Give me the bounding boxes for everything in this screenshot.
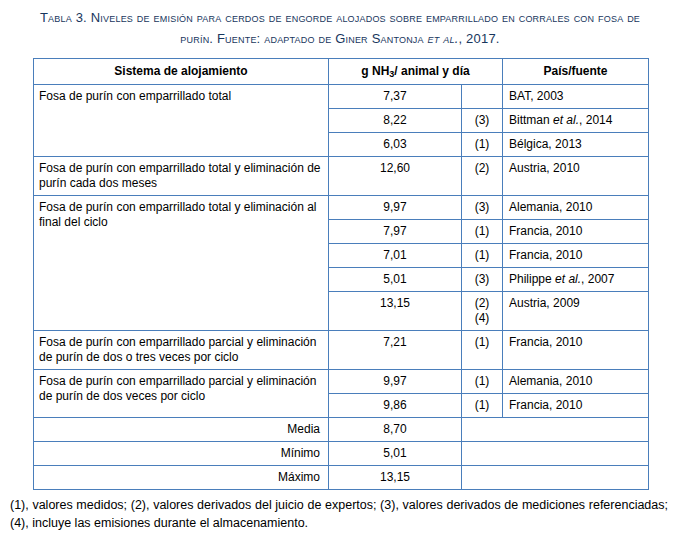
emission-value-cell: 7,21 [329, 331, 462, 370]
emission-value-cell: 9,97 [329, 196, 462, 220]
country-source-cell: Bélgica, 2013 [503, 133, 649, 157]
country-source-cell: BAT, 2003 [503, 85, 649, 109]
emission-value-cell: 7,97 [329, 220, 462, 244]
footnote: (1), valores medidos; (2), valores deriv… [10, 497, 668, 532]
summary-blank-cell [462, 442, 649, 466]
table-row: Fosa de purín con emparrillado total y e… [34, 157, 649, 196]
note-code-cell: (1) [462, 370, 503, 394]
summary-blank-cell [462, 418, 649, 442]
summary-row: Media8,70 [34, 418, 649, 442]
emission-value-cell: 7,37 [329, 85, 462, 109]
emission-value-cell: 6,03 [329, 133, 462, 157]
emission-value-cell: 8,22 [329, 109, 462, 133]
housing-system-cell: Fosa de purín con emparrillado parcial y… [34, 370, 329, 418]
country-source-cell: Francia, 2010 [503, 331, 649, 370]
emission-value-cell: 7,01 [329, 244, 462, 268]
country-source-cell: Francia, 2010 [503, 220, 649, 244]
emission-value-cell: 9,97 [329, 370, 462, 394]
country-source-cell: Bittman et al., 2014 [503, 109, 649, 133]
note-code-cell: (1) [462, 244, 503, 268]
header-country-source: País/fuente [503, 59, 649, 85]
summary-row: Mínimo5,01 [34, 442, 649, 466]
emission-value-cell: 12,60 [329, 157, 462, 196]
note-code-cell: (2) (4) [462, 292, 503, 331]
housing-system-cell: Fosa de purín con emparrillado parcial y… [34, 331, 329, 370]
country-source-cell: Philippe et al., 2007 [503, 268, 649, 292]
header-emission-pre: g NH [361, 64, 389, 78]
emission-value-cell: 9,86 [329, 394, 462, 418]
table-caption: Tabla 3. Niveles de emisión para cerdos … [22, 7, 658, 49]
housing-system-cell: Fosa de purín con emparrillado total y e… [34, 157, 329, 196]
note-code-cell: (3) [462, 109, 503, 133]
country-source-cell: Alemania, 2010 [503, 196, 649, 220]
header-emission-post: / animal y día [394, 64, 469, 78]
note-code-cell: (1) [462, 220, 503, 244]
country-source-cell: Francia, 2010 [503, 394, 649, 418]
note-code-cell: (2) [462, 157, 503, 196]
header-row: Sistema de alojamiento g NH3/ animal y d… [34, 59, 649, 85]
summary-label-cell: Mínimo [34, 442, 329, 466]
summary-row: Máximo13,15 [34, 466, 649, 490]
country-source-cell: Alemania, 2010 [503, 370, 649, 394]
header-emission-rate: g NH3/ animal y día [329, 59, 503, 85]
note-code-cell: (1) [462, 331, 503, 370]
country-source-cell: Austria, 2009 [503, 292, 649, 331]
caption-text: Tabla 3. Niveles de emisión para cerdos … [40, 10, 640, 46]
country-source-cell: Austria, 2010 [503, 157, 649, 196]
caption-year: , 2017. [459, 31, 500, 46]
header-housing-system: Sistema de alojamiento [34, 59, 329, 85]
housing-system-cell: Fosa de purín con emparrillado total [34, 85, 329, 157]
document-page: Tabla 3. Niveles de emisión para cerdos … [0, 0, 680, 548]
caption-et-al: et al. [428, 31, 459, 46]
note-code-cell: (3) [462, 196, 503, 220]
emissions-table: Sistema de alojamiento g NH3/ animal y d… [33, 58, 649, 490]
table-row: Fosa de purín con emparrillado parcial y… [34, 331, 649, 370]
emission-value-cell: 13,15 [329, 292, 462, 331]
note-code-cell: (3) [462, 268, 503, 292]
summary-label-cell: Media [34, 418, 329, 442]
summary-blank-cell [462, 466, 649, 490]
emission-value-cell: 5,01 [329, 268, 462, 292]
note-code-cell: (1) [462, 394, 503, 418]
note-code-cell: (1) [462, 133, 503, 157]
summary-value-cell: 13,15 [329, 466, 462, 490]
summary-value-cell: 5,01 [329, 442, 462, 466]
table-row: Fosa de purín con emparrillado total7,37… [34, 85, 649, 109]
summary-label-cell: Máximo [34, 466, 329, 490]
table-row: Fosa de purín con emparrillado parcial y… [34, 370, 649, 394]
note-code-cell [462, 85, 503, 109]
table-body: Fosa de purín con emparrillado total7,37… [34, 85, 649, 490]
country-source-cell: Francia, 2010 [503, 244, 649, 268]
summary-value-cell: 8,70 [329, 418, 462, 442]
table-row: Fosa de purín con emparrillado total y e… [34, 196, 649, 220]
housing-system-cell: Fosa de purín con emparrillado total y e… [34, 196, 329, 331]
